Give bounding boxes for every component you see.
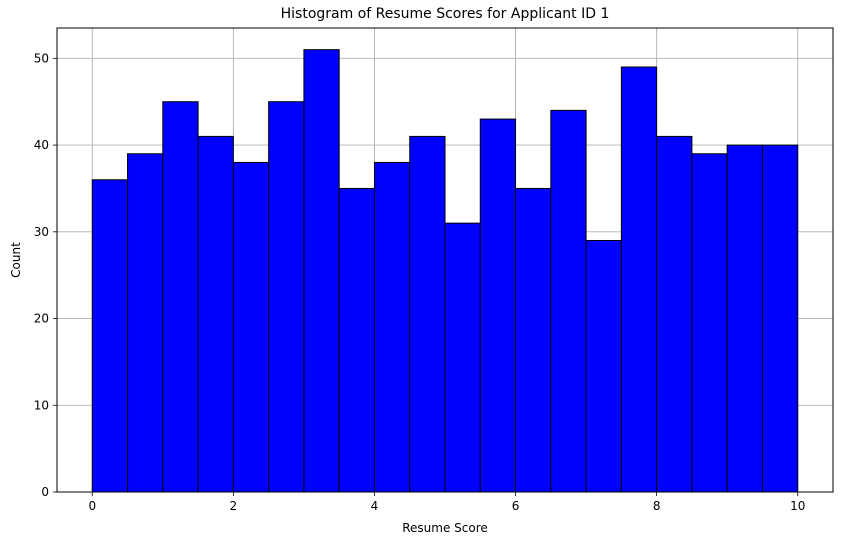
y-axis-label: Count (9, 242, 23, 278)
x-tick-label-5: 10 (790, 499, 805, 513)
histogram-bar-1 (127, 153, 164, 493)
histogram-bar-5 (268, 101, 305, 493)
histogram-bar-4 (232, 161, 270, 493)
histogram-bar-9 (409, 135, 446, 493)
histogram-bar-0 (91, 179, 129, 493)
histogram-bar-14 (585, 239, 622, 493)
histogram-bars (91, 49, 799, 493)
x-tick-label-4: 8 (653, 499, 661, 513)
histogram-bar-8 (373, 161, 411, 493)
histogram-bar-11 (479, 118, 517, 493)
histogram-bar-15 (620, 66, 658, 493)
histogram-bar-18 (726, 144, 763, 493)
chart-title: Histogram of Resume Scores for Applicant… (281, 6, 610, 22)
x-tick-label-1: 2 (230, 499, 238, 513)
y-tick-label-3: 30 (34, 225, 49, 239)
y-tick-label-4: 40 (34, 138, 49, 152)
histogram-bar-3 (197, 135, 234, 493)
x-axis-label: Resume Score (402, 521, 488, 535)
histogram-bar-7 (338, 187, 375, 493)
histogram-bar-6 (303, 49, 340, 493)
x-tick-label-3: 6 (512, 499, 520, 513)
plot-frame (56, 27, 834, 493)
y-tick-label-5: 50 (34, 51, 49, 65)
histogram-bar-17 (691, 153, 728, 493)
histogram-bar-13 (550, 109, 587, 493)
histogram-bar-2 (162, 101, 199, 493)
histogram-bar-12 (515, 187, 552, 493)
x-tick-label-0: 0 (88, 499, 96, 513)
histogram-bar-10 (444, 222, 481, 493)
x-tick-label-2: 4 (371, 499, 379, 513)
y-tick-label-0: 0 (41, 485, 49, 499)
y-tick-label-2: 20 (34, 312, 49, 326)
histogram-bar-16 (656, 135, 693, 493)
histogram-bar-19 (761, 144, 799, 493)
axis-ticks: 0 2 4 6 8 10 0 10 20 30 40 50 (34, 51, 806, 513)
y-tick-label-1: 10 (34, 398, 49, 412)
